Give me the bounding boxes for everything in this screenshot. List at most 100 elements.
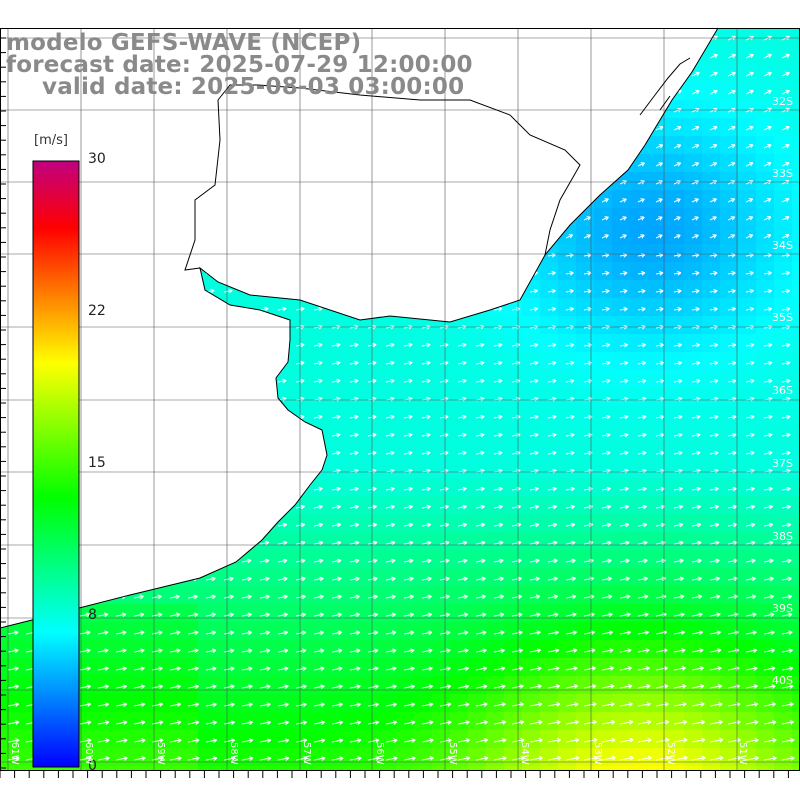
wind-arrow: [511, 666, 524, 671]
wind-arrow: [763, 378, 773, 384]
wind-speed-cell: [468, 748, 487, 767]
wind-arrow: [367, 648, 379, 654]
wind-arrow: [457, 360, 467, 366]
wind-speed-cell: [234, 478, 253, 497]
wind-arrow: [619, 53, 628, 59]
wind-speed-cell: [576, 496, 595, 515]
wind-arrow: [133, 738, 146, 743]
wind-speed-cell: [0, 100, 19, 119]
wind-speed-cell: [198, 334, 217, 353]
wind-speed-cell: [306, 550, 325, 569]
wind-arrow: [205, 738, 218, 743]
wind-arrow: [583, 378, 593, 384]
wind-speed-cell: [108, 442, 127, 461]
wind-arrow: [493, 89, 502, 95]
wind-arrow: [709, 288, 718, 294]
lat-label: 39S: [772, 602, 793, 615]
wind-arrow: [331, 576, 342, 582]
wind-arrow: [601, 126, 610, 131]
wind-arrow: [97, 432, 107, 438]
wind-arrow: [457, 666, 470, 671]
wind-arrow: [277, 270, 287, 276]
wind-arrow: [97, 486, 107, 492]
wind-arrow: [601, 53, 610, 59]
wind-arrow: [691, 53, 700, 59]
wind-speed-cell: [450, 424, 469, 443]
wind-speed-cell: [684, 244, 703, 263]
wind-speed-cell: [144, 460, 163, 479]
wind-arrow: [583, 126, 592, 131]
wind-speed-cell: [396, 316, 415, 335]
wind-arrow: [79, 540, 90, 546]
wind-arrow: [403, 125, 412, 131]
wind-speed-cell: [630, 298, 649, 317]
wind-speed-cell: [702, 388, 721, 407]
wind-arrow: [763, 71, 772, 77]
wind-arrow: [727, 216, 736, 221]
wind-speed-cell: [774, 406, 793, 425]
wind-speed-cell: [306, 208, 325, 227]
wind-speed-cell: [0, 478, 19, 497]
wind-arrow: [727, 71, 736, 77]
wind-arrow: [133, 378, 143, 384]
wind-speed-cell: [126, 442, 145, 461]
wind-arrow: [385, 360, 395, 366]
wind-speed-cell: [486, 298, 505, 317]
wind-speed-cell: [288, 514, 307, 533]
wind-arrow: [583, 666, 596, 671]
wind-arrow: [745, 522, 756, 528]
wind-speed-cell: [126, 154, 145, 173]
wind-speed-cell: [126, 640, 145, 659]
wind-speed-cell: [486, 172, 505, 191]
wind-arrow: [133, 215, 142, 221]
wind-speed-cell: [666, 280, 685, 299]
wind-arrow: [277, 450, 287, 456]
wind-speed-cell: [288, 280, 307, 299]
wind-arrow: [529, 53, 538, 59]
wind-speed-cell: [630, 766, 649, 771]
wind-speed-cell: [252, 352, 271, 371]
wind-arrow: [673, 450, 683, 456]
wind-arrow: [781, 504, 792, 510]
wind-speed-cell: [324, 478, 343, 497]
wind-arrow: [97, 233, 106, 239]
wind-speed-cell: [378, 766, 397, 771]
wind-arrow: [709, 198, 717, 203]
wind-speed-cell: [576, 730, 595, 749]
wind-arrow: [223, 161, 232, 167]
wind-arrow: [673, 612, 685, 617]
wind-speed-cell: [360, 100, 379, 119]
wind-arrow: [763, 684, 776, 689]
wind-speed-cell: [126, 136, 145, 155]
wind-arrow: [727, 540, 738, 546]
wind-speed-cell: [234, 190, 253, 209]
wind-speed-cell: [648, 424, 667, 443]
wind-speed-cell: [360, 388, 379, 407]
wind-speed-cell: [522, 262, 541, 281]
wind-arrow: [763, 648, 776, 653]
wind-arrow: [421, 342, 431, 348]
wind-speed-cell: [162, 586, 181, 605]
wind-speed-cell: [162, 388, 181, 407]
wind-speed-cell: [324, 172, 343, 191]
wind-speed-cell: [720, 532, 739, 551]
wind-arrow: [115, 414, 125, 420]
wind-arrow: [277, 666, 289, 672]
wind-arrow: [619, 755, 634, 761]
wind-arrow: [331, 233, 340, 239]
wind-arrow: [331, 648, 343, 654]
wind-arrow: [349, 486, 359, 492]
wind-speed-cell: [522, 550, 541, 569]
wind-arrow: [277, 288, 287, 294]
wind-speed-cell: [612, 424, 631, 443]
wind-speed-cell: [468, 712, 487, 731]
wind-speed-cell: [684, 82, 703, 101]
wind-speed-cell: [324, 622, 343, 641]
wind-speed-cell: [144, 316, 163, 335]
wind-arrow: [673, 594, 685, 600]
wind-arrow: [457, 450, 467, 456]
wind-speed-cell: [648, 370, 667, 389]
wind-arrow: [439, 233, 448, 239]
wind-arrow: [169, 702, 182, 707]
wind-speed-cell: [144, 730, 163, 749]
